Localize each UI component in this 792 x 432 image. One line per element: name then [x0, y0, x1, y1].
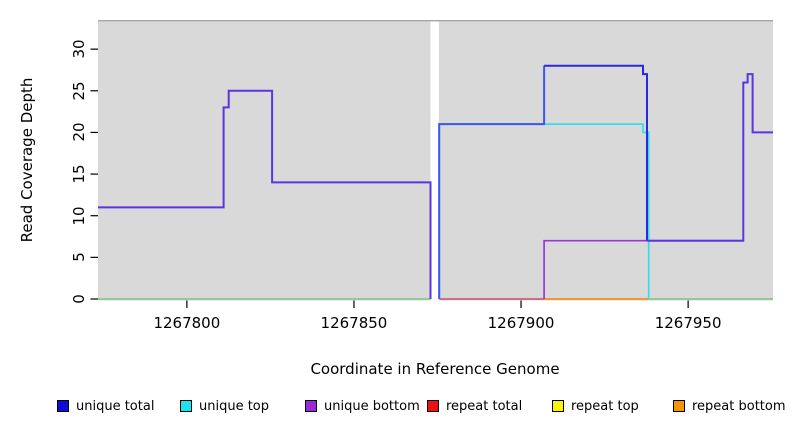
series-unique-total-left	[98, 89, 432, 299]
series-unique-total-right-tail	[647, 73, 773, 242]
y-tick-label: 5	[70, 252, 88, 263]
series-unique-total-right-high	[544, 64, 648, 241]
x-tick-label: 1267850	[320, 314, 388, 332]
x-tick-label: 1267950	[654, 314, 722, 332]
series-unique-total-right-low	[438, 65, 546, 299]
y-tick-label: 30	[70, 39, 88, 59]
y-tick-label: 25	[70, 81, 88, 101]
y-tick-label: 10	[70, 206, 88, 226]
y-tick-label: 15	[70, 164, 88, 184]
x-tick-label: 1267900	[487, 314, 555, 332]
y-tick-label: 20	[70, 122, 88, 142]
no-data-gap	[430, 21, 439, 301]
x-tick-label: 1267800	[153, 314, 221, 332]
y-tick-label: 0	[70, 294, 88, 304]
x-axis-title: Coordinate in Reference Genome	[310, 360, 560, 378]
y-axis-title: Read Coverage Depth	[18, 77, 36, 243]
